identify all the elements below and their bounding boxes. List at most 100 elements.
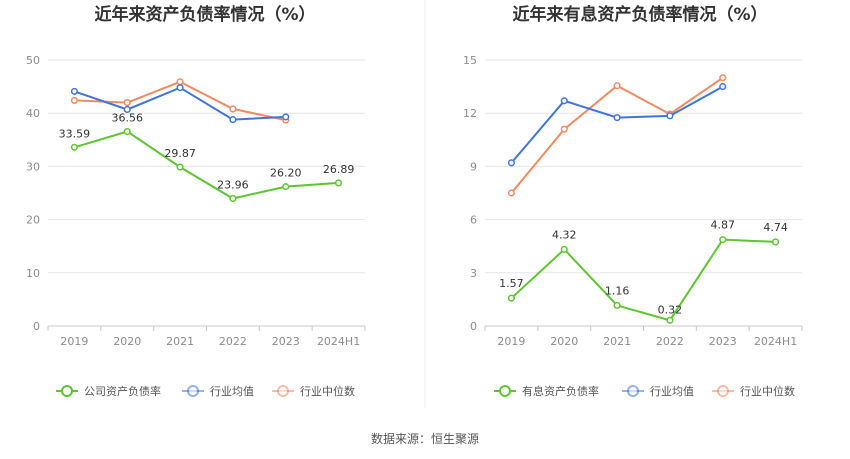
legend-item-1[interactable]: 行业均值 xyxy=(182,385,254,398)
data-point[interactable] xyxy=(70,96,78,104)
data-point[interactable] xyxy=(719,236,727,244)
series-1 xyxy=(70,84,290,124)
x-tick-label: 2023 xyxy=(272,335,300,348)
legend-label: 有息资产负债率 xyxy=(522,384,599,398)
legend-label: 行业中位数 xyxy=(300,384,355,398)
legend-marker xyxy=(187,385,199,397)
data-label: 29.87 xyxy=(164,147,196,160)
y-tick-label: 40 xyxy=(26,107,40,120)
y-tick-label: 9 xyxy=(470,160,477,173)
data-point[interactable] xyxy=(719,83,727,91)
data-point[interactable] xyxy=(123,105,131,114)
data-point[interactable] xyxy=(123,99,131,107)
data-point[interactable] xyxy=(176,78,184,86)
chart-title: 近年来有息资产负债率情况（%） xyxy=(512,4,767,25)
x-tick-label: 2023 xyxy=(709,335,737,348)
legend-marker xyxy=(717,385,729,397)
data-point[interactable] xyxy=(772,238,780,246)
x-tick-label: 2019 xyxy=(497,335,525,348)
data-label: 1.57 xyxy=(499,277,524,290)
series-0 xyxy=(507,236,780,324)
x-tick-label: 2024H1 xyxy=(317,335,360,348)
data-label: 26.20 xyxy=(270,167,302,180)
data-point[interactable] xyxy=(282,113,290,121)
series-line xyxy=(510,85,724,164)
x-tick-label: 2022 xyxy=(219,335,247,348)
y-tick-label: 12 xyxy=(463,107,477,120)
legend-label: 行业均值 xyxy=(650,385,694,398)
interest-debt-ratio-chart: 近年来有息资产负债率情况（%） 0 3 6 9 12 15 2019 2020 2021 2022 2… xyxy=(463,4,803,398)
data-label: 36.56 xyxy=(112,112,144,125)
data-point[interactable] xyxy=(282,183,290,191)
data-point[interactable] xyxy=(229,116,237,124)
data-point[interactable] xyxy=(666,316,674,324)
data-point[interactable] xyxy=(229,194,237,203)
data-point[interactable] xyxy=(229,105,237,113)
x-tick-label: 2021 xyxy=(166,335,194,348)
data-point[interactable] xyxy=(613,114,621,122)
legend-marker xyxy=(499,385,511,397)
data-point[interactable] xyxy=(560,97,568,105)
data-point[interactable] xyxy=(507,159,515,167)
data-point[interactable] xyxy=(123,127,131,136)
series-2 xyxy=(70,78,290,124)
series-1 xyxy=(507,83,727,167)
series-line xyxy=(74,86,286,121)
legend-item-0[interactable]: 有息资产负债率 xyxy=(494,384,599,398)
data-source: 数据来源：恒生聚源 xyxy=(371,431,479,446)
data-point[interactable] xyxy=(613,82,621,90)
series-0 xyxy=(70,127,343,203)
y-tick-label: 0 xyxy=(470,320,477,333)
data-label: 4.74 xyxy=(763,221,788,234)
legend-marker xyxy=(61,385,73,397)
x-tick-label: 2024H1 xyxy=(754,335,797,348)
y-tick-label: 30 xyxy=(26,160,40,173)
legend-marker xyxy=(277,385,289,397)
chart-title: 近年来资产负债率情况（%） xyxy=(94,4,315,25)
series-line xyxy=(510,238,776,322)
series-2 xyxy=(507,74,727,197)
data-point[interactable] xyxy=(560,125,568,133)
y-tick-label: 0 xyxy=(33,320,40,333)
legend-label: 公司资产负债率 xyxy=(84,384,161,398)
data-label: 4.87 xyxy=(711,219,736,232)
legend-item-2[interactable]: 行业中位数 xyxy=(272,384,355,398)
x-tick-label: 2021 xyxy=(603,335,631,348)
series-line xyxy=(74,130,339,200)
data-point[interactable] xyxy=(176,163,184,171)
legend-item-1[interactable]: 行业均值 xyxy=(622,385,694,398)
y-tick-label: 6 xyxy=(470,214,477,227)
legend-label: 行业均值 xyxy=(210,385,254,398)
y-tick-label: 10 xyxy=(26,267,40,280)
data-point[interactable] xyxy=(335,179,343,187)
data-point[interactable] xyxy=(507,189,515,197)
y-tick-label: 20 xyxy=(26,214,40,227)
x-tick-label: 2020 xyxy=(113,335,141,348)
data-point[interactable] xyxy=(560,245,568,253)
data-point[interactable] xyxy=(613,301,621,309)
data-label: 0.32 xyxy=(658,303,683,316)
y-tick-label: 15 xyxy=(463,54,477,67)
data-point[interactable] xyxy=(70,87,78,95)
y-tick-label: 3 xyxy=(470,267,477,280)
series-line xyxy=(510,76,724,194)
data-label: 26.89 xyxy=(323,163,355,176)
legend-item-2[interactable]: 行业中位数 xyxy=(712,384,795,398)
legend-item-0[interactable]: 公司资产负债率 xyxy=(56,384,161,398)
data-label: 1.16 xyxy=(605,284,630,297)
data-point[interactable] xyxy=(666,112,674,120)
data-point[interactable] xyxy=(507,294,515,302)
legend-marker xyxy=(627,385,639,397)
data-label: 23.96 xyxy=(217,179,249,192)
legend-label: 行业中位数 xyxy=(740,384,795,398)
x-tick-label: 2022 xyxy=(656,335,684,348)
data-point[interactable] xyxy=(176,84,184,92)
data-label: 33.59 xyxy=(59,127,91,140)
x-tick-label: 2019 xyxy=(60,335,88,348)
y-tick-label: 50 xyxy=(26,54,40,67)
x-tick-label: 2020 xyxy=(550,335,578,348)
data-point[interactable] xyxy=(70,143,78,151)
data-label: 4.32 xyxy=(552,228,577,241)
data-point[interactable] xyxy=(719,74,727,82)
